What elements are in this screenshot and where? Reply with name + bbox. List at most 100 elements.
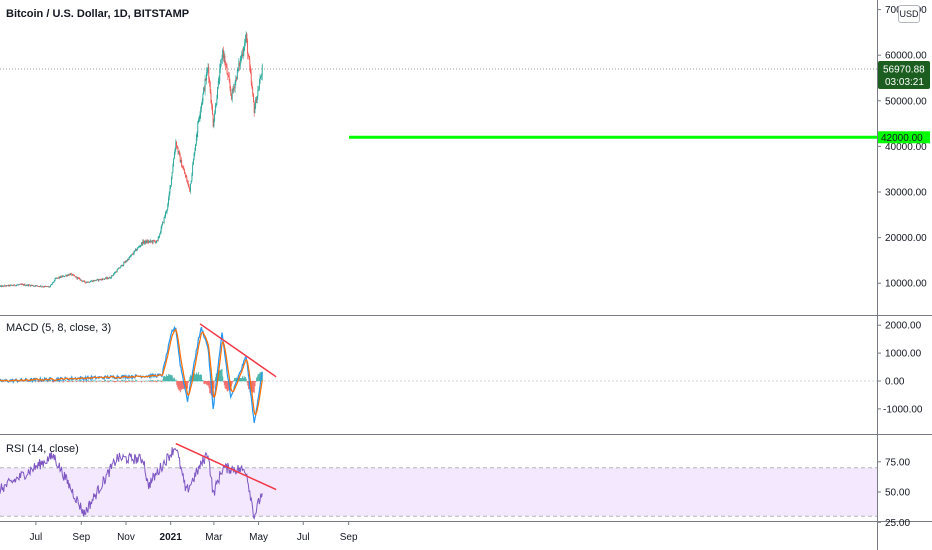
rsi-line	[0, 447, 263, 520]
macd-histogram-bar	[180, 381, 182, 390]
candle-body	[223, 56, 225, 58]
macd-histogram-bar	[26, 380, 27, 382]
rsi-series	[0, 447, 877, 520]
macd-histogram-bar	[66, 380, 68, 382]
candle-body	[34, 285, 36, 287]
candle-body	[150, 240, 152, 242]
candle-body	[58, 277, 60, 279]
macd-histogram-bar	[184, 381, 186, 388]
macd-histogram-bar	[253, 381, 255, 393]
candle-body	[197, 122, 199, 133]
macd-histogram-bar	[259, 372, 261, 382]
candle-body	[169, 187, 171, 193]
last-price-label: 56970.88	[883, 65, 925, 76]
macd-histogram-bar	[86, 380, 88, 382]
macd-histogram-bar	[206, 381, 208, 386]
candle-body	[35, 285, 37, 287]
candle-body	[67, 274, 69, 276]
candle-body	[219, 68, 221, 81]
macd-histogram-bar	[202, 380, 204, 382]
price-tick-label: 30000.00	[885, 188, 927, 199]
macd-histogram-bar	[221, 368, 223, 382]
candle-body	[117, 268, 119, 270]
candle-body	[32, 285, 34, 287]
candle-body	[81, 280, 83, 282]
macd-histogram-bar	[112, 381, 114, 382]
candle-body	[171, 172, 173, 177]
macd-histogram-bar	[257, 374, 259, 382]
macd-histogram-bar	[35, 380, 37, 382]
candle-body	[259, 77, 261, 84]
candle-body	[258, 89, 260, 91]
macd-histogram-bar	[79, 381, 81, 383]
candle-body	[13, 284, 15, 286]
candle-body	[22, 284, 24, 286]
macd-histogram-bar	[205, 381, 207, 384]
candle-body	[260, 76, 262, 78]
candle-body	[88, 281, 90, 283]
candle-body	[193, 152, 195, 160]
macd-histogram-bar	[224, 381, 226, 389]
candle-body	[104, 278, 106, 280]
candle-body	[220, 59, 222, 64]
macd-histogram-bar	[165, 374, 167, 382]
macd-histogram-bar	[222, 376, 224, 382]
macd-histogram-bar	[182, 381, 183, 389]
macd-histogram-bar	[117, 381, 119, 382]
macd-histogram-bar	[84, 381, 86, 382]
macd-histogram-bar	[218, 369, 220, 382]
macd-histogram-bar	[177, 381, 179, 389]
candle-body	[181, 159, 183, 168]
macd-histogram-bar	[256, 377, 257, 382]
candle-body	[18, 284, 20, 286]
candle-body	[135, 249, 137, 251]
macd-tick-label: 0.00	[885, 377, 905, 388]
macd-histogram-bar	[209, 381, 211, 394]
macd-histogram-bar	[251, 381, 253, 392]
candle-body	[179, 154, 181, 163]
candle-body	[72, 274, 73, 276]
macd-histogram-bar	[93, 380, 95, 382]
candle-body	[118, 267, 120, 269]
macd-histogram-bar	[188, 379, 190, 382]
candle-body	[246, 34, 248, 41]
candle-body	[152, 240, 154, 243]
candle-body	[138, 246, 140, 248]
candle-body	[191, 174, 193, 181]
macd-histogram-bar	[114, 381, 116, 383]
candle-body	[82, 281, 84, 283]
candle-body	[128, 257, 130, 261]
macd-histogram-bar	[159, 380, 161, 382]
candle-body	[250, 73, 252, 84]
macd-histogram-bar	[100, 380, 102, 382]
macd-histogram-bar	[144, 381, 145, 382]
macd-histogram-bar	[33, 380, 35, 382]
macd-histogram-bar	[220, 369, 222, 382]
macd-histogram-bar	[186, 381, 188, 389]
candle-body	[232, 89, 234, 91]
candle-body	[247, 40, 249, 55]
candle-body	[124, 261, 126, 263]
candle-body	[192, 164, 194, 175]
candle-body	[113, 272, 115, 275]
candle-body	[65, 275, 67, 277]
macd-histogram-bar	[61, 380, 63, 382]
macd-histogram-bar	[227, 381, 229, 392]
candle-body	[57, 277, 59, 279]
candle-body	[244, 42, 246, 49]
candle-body	[174, 149, 176, 155]
macd-histogram-bar	[85, 379, 87, 382]
macd-histogram-bar	[236, 377, 238, 382]
candle-body	[201, 101, 203, 104]
macd-histogram-bar	[164, 375, 166, 382]
currency-badge[interactable]: USD	[898, 5, 920, 23]
macd-histogram-bar	[48, 381, 50, 382]
macd-histogram-bar	[90, 381, 92, 383]
candle-body	[255, 99, 257, 103]
price-tick-label: 50000.00	[885, 96, 927, 107]
candle-body	[175, 141, 177, 150]
candle-body	[123, 262, 125, 266]
candle-body	[132, 254, 134, 255]
candle-body	[154, 241, 156, 243]
